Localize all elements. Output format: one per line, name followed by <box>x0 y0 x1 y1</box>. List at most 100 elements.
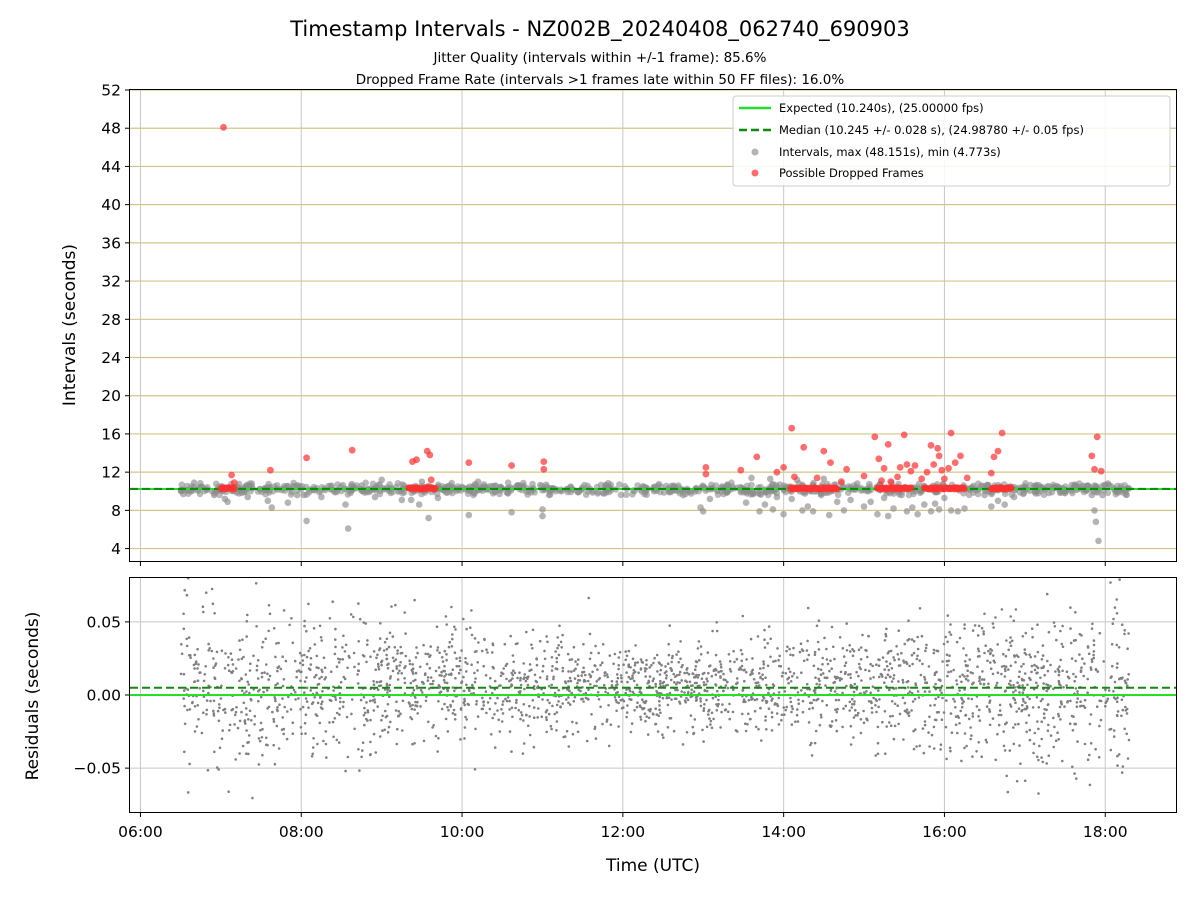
residual-point <box>1069 606 1072 609</box>
residual-point <box>519 683 523 687</box>
residual-point <box>1052 745 1055 749</box>
residual-point <box>1024 701 1027 705</box>
residual-point <box>311 746 315 749</box>
interval-point <box>464 490 472 498</box>
residual-point <box>1121 765 1125 768</box>
residual-point <box>581 671 584 674</box>
residual-point <box>797 702 800 705</box>
residual-point <box>617 667 620 671</box>
residual-point <box>589 683 592 686</box>
residual-point <box>282 732 286 736</box>
residual-point <box>703 703 706 706</box>
residual-point <box>563 735 567 738</box>
residual-point <box>970 697 974 701</box>
residual-point <box>625 671 628 674</box>
interval-point <box>804 503 812 510</box>
residual-point <box>685 668 688 671</box>
residual-point <box>1126 757 1130 760</box>
residual-point <box>975 750 978 753</box>
residual-point <box>712 669 716 673</box>
residual-point <box>665 674 668 677</box>
residual-point <box>576 663 579 666</box>
residual-point <box>802 659 806 663</box>
residual-point <box>227 656 230 659</box>
residual-point <box>477 641 480 644</box>
residual-point <box>871 664 874 668</box>
residual-point <box>568 703 572 706</box>
residual-point <box>1018 670 1021 673</box>
residual-point <box>212 657 215 660</box>
residual-point <box>838 677 842 680</box>
residual-point <box>565 729 569 733</box>
residual-point <box>1104 704 1107 708</box>
residual-point <box>620 707 624 710</box>
residual-point <box>197 663 200 666</box>
residual-point <box>368 699 372 703</box>
residual-point <box>511 715 514 719</box>
residual-point <box>1041 760 1045 764</box>
residual-point <box>653 656 656 660</box>
residual-point <box>866 655 869 659</box>
residual-point <box>658 699 661 703</box>
interval-point <box>418 478 426 486</box>
residual-point <box>1092 639 1096 642</box>
residual-point <box>921 727 925 730</box>
residual-point <box>977 715 980 718</box>
residual-point <box>1123 679 1127 682</box>
residual-point <box>277 641 280 645</box>
residual-point <box>228 723 232 727</box>
residual-point <box>895 645 898 648</box>
residual-point <box>595 684 598 688</box>
residual-point <box>323 666 327 669</box>
residual-point <box>998 709 1002 712</box>
residual-point <box>535 663 539 667</box>
residual-point <box>358 769 361 772</box>
residual-point <box>281 697 284 700</box>
residual-point <box>1000 665 1004 668</box>
residual-point <box>329 670 333 673</box>
residual-point <box>489 676 492 680</box>
residual-point <box>388 631 392 635</box>
interval-point <box>300 491 308 499</box>
residual-point <box>584 696 588 700</box>
residual-point <box>235 706 238 709</box>
residual-point <box>311 701 315 704</box>
residual-point <box>358 617 362 621</box>
residual-point <box>403 611 407 614</box>
residual-point <box>989 651 992 655</box>
residual-point <box>901 696 905 699</box>
residual-point <box>812 689 816 692</box>
residual-point <box>279 667 283 671</box>
interval-point <box>371 493 379 501</box>
residual-point <box>596 668 599 671</box>
residual-point <box>726 680 729 684</box>
residual-point <box>607 704 610 707</box>
residual-point <box>659 668 663 672</box>
interval-point <box>342 501 349 508</box>
residual-point <box>792 672 796 675</box>
residual-point <box>971 629 975 632</box>
residual-point <box>1012 742 1016 746</box>
residual-point <box>357 602 360 605</box>
residual-point <box>444 717 448 721</box>
residual-point <box>949 633 953 636</box>
residual-point <box>548 701 551 705</box>
residual-point <box>246 613 249 617</box>
residual-point <box>587 596 590 600</box>
residual-point <box>825 647 828 651</box>
residual-point <box>258 688 261 692</box>
residual-point <box>890 667 894 670</box>
interval-point <box>1061 489 1069 497</box>
dropped-frame-point <box>994 447 1002 455</box>
residual-point <box>963 746 966 750</box>
residual-point <box>499 674 503 678</box>
dropped-frame-point <box>1097 467 1105 475</box>
residual-point <box>227 669 231 672</box>
residual-point <box>825 676 828 680</box>
residual-point <box>610 684 614 687</box>
residual-point <box>252 654 255 658</box>
interval-point <box>1099 491 1106 499</box>
residual-point <box>523 687 526 691</box>
residual-point <box>313 676 316 679</box>
residual-point <box>883 668 886 671</box>
